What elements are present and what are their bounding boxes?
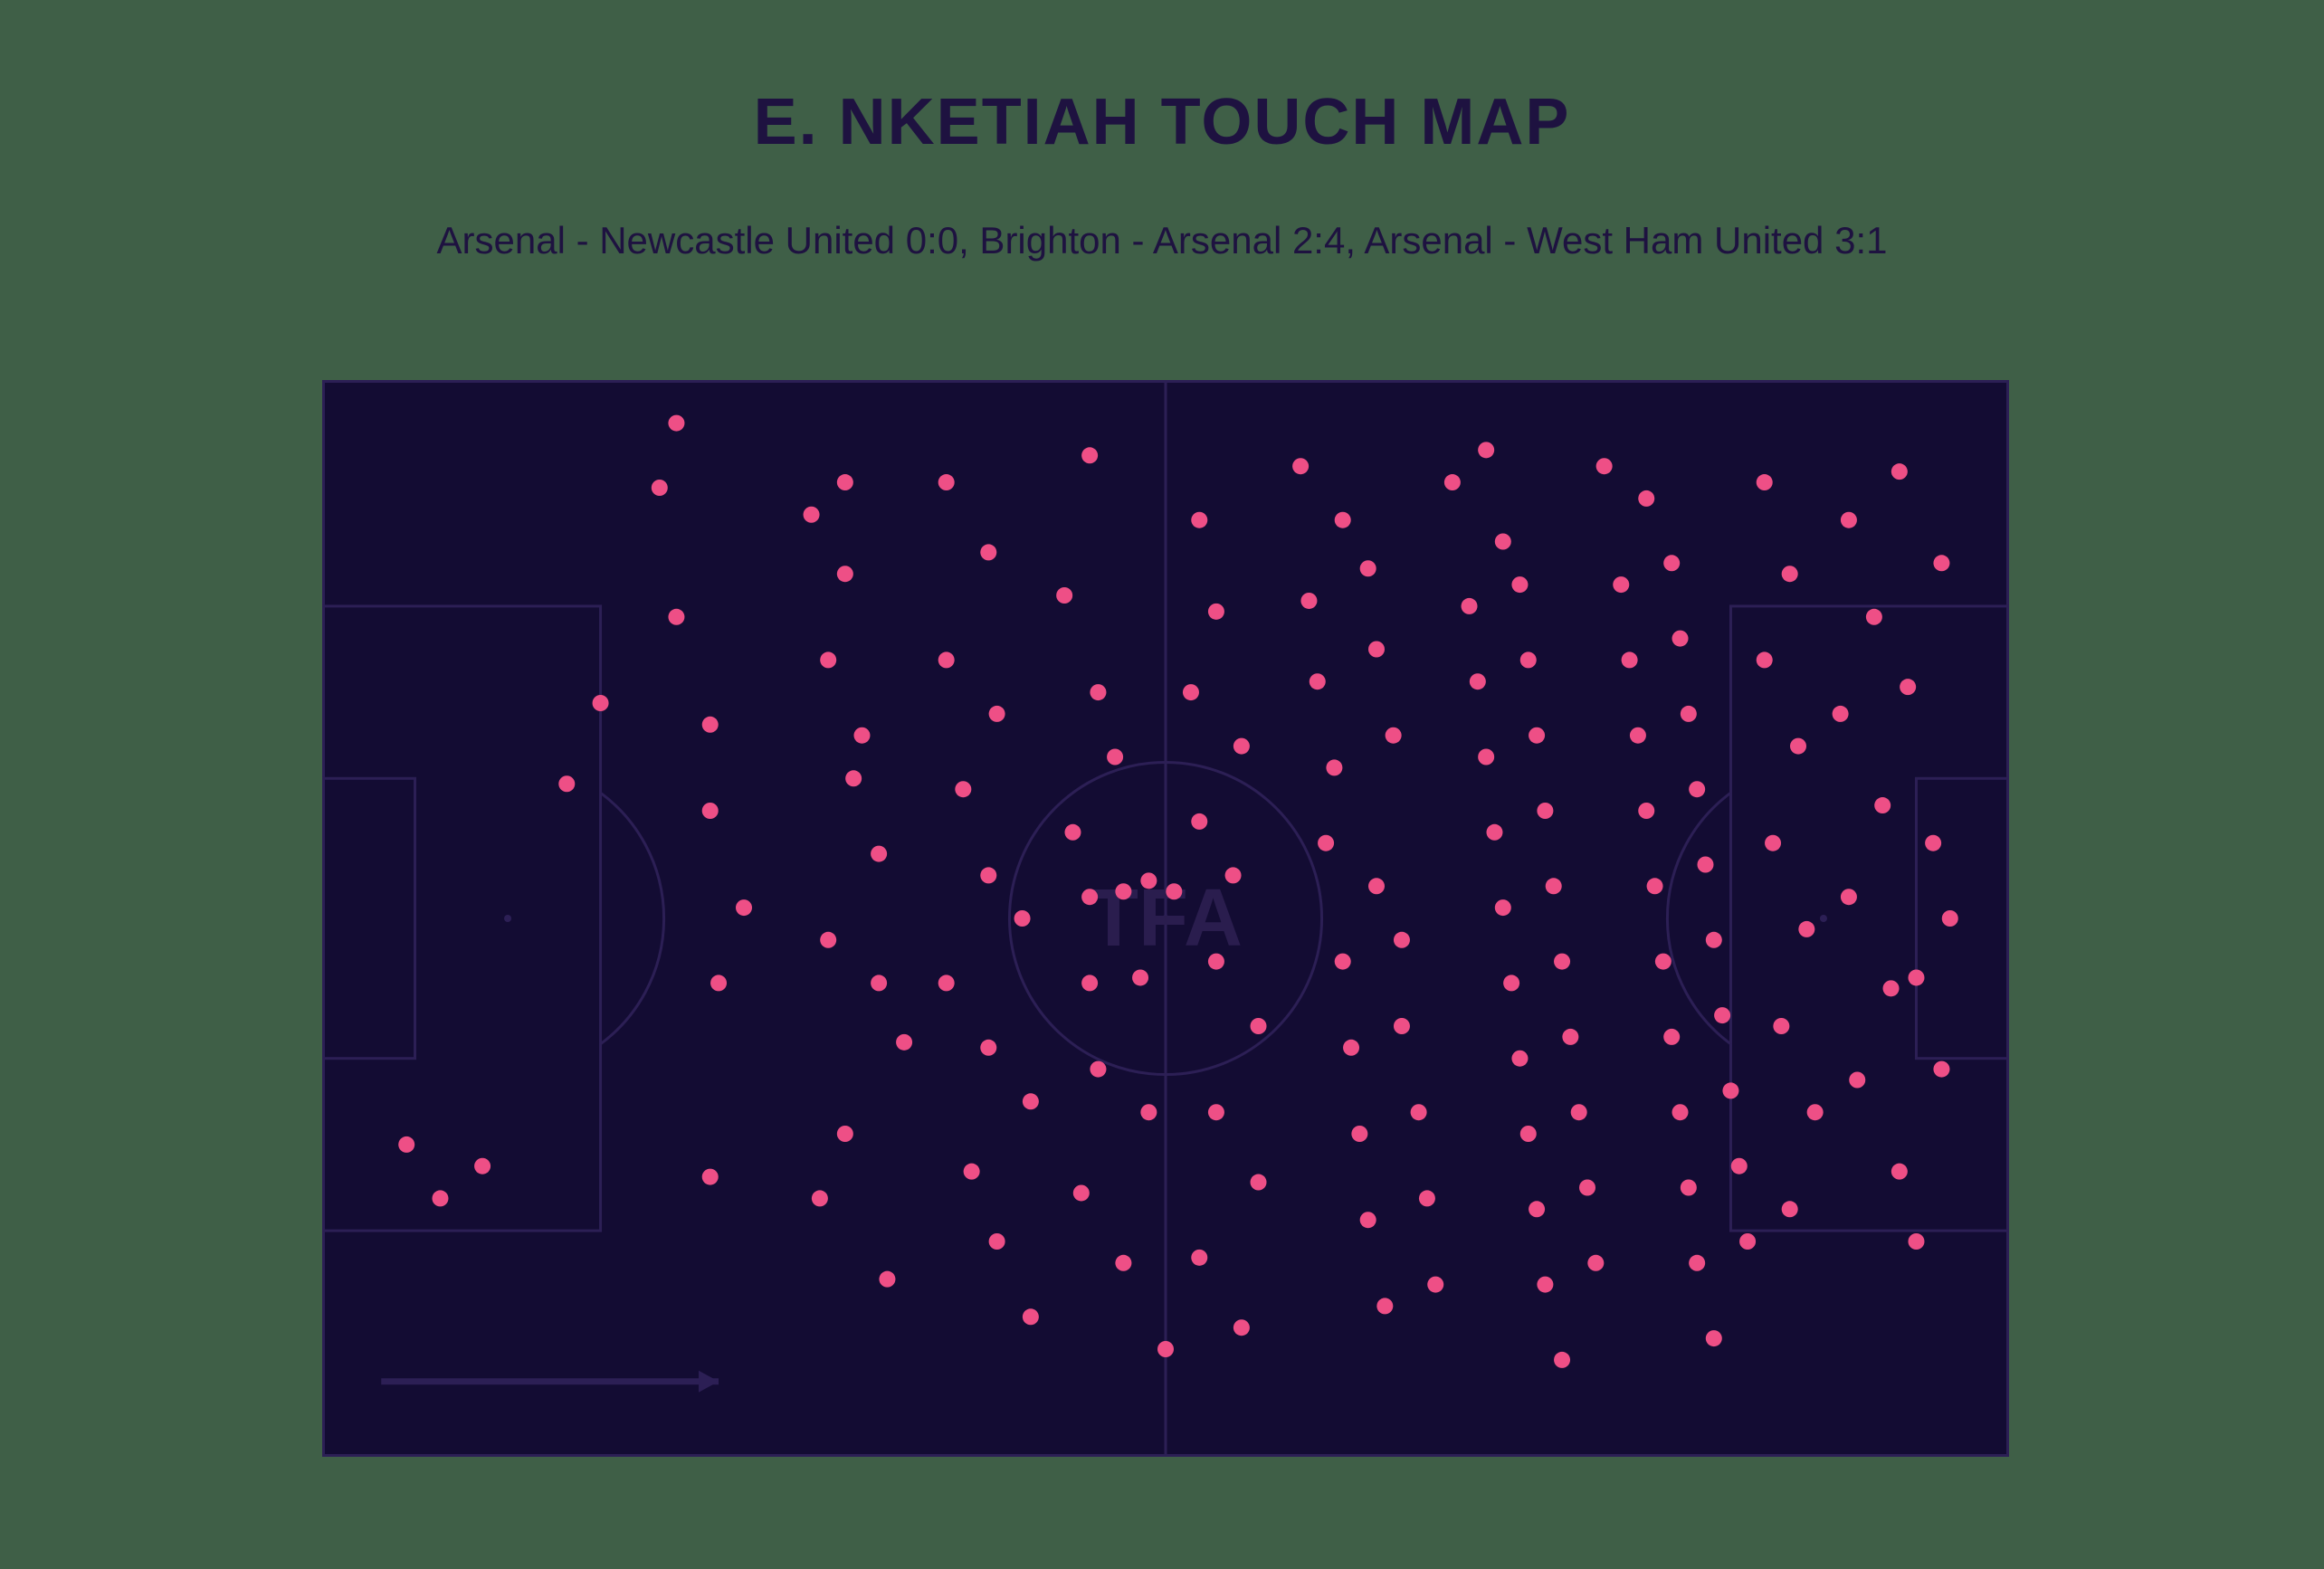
figure-canvas: E. NKETIAH TOUCH MAP Arsenal - Newcastle…: [0, 0, 2324, 1569]
chart-title: E. NKETIAH TOUCH MAP: [0, 85, 2324, 159]
svg-text:TFA: TFA: [1089, 873, 1243, 964]
chart-subtitle: Arsenal - Newcastle United 0:0, Brighton…: [0, 219, 2324, 262]
pitch-container: TFA: [322, 380, 2009, 1457]
touch-map-pitch: TFA: [322, 380, 2009, 1457]
